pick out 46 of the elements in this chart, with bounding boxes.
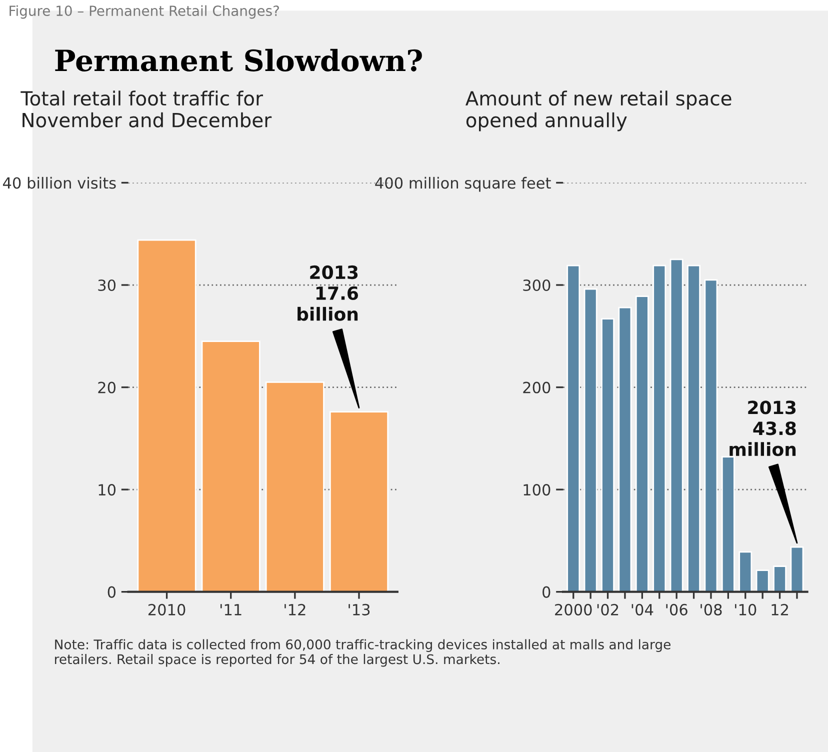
x-tick-label: 2000: [555, 604, 592, 616]
y-tick-label: 30: [98, 279, 116, 292]
y-tick-label: 0: [108, 586, 116, 598]
x-tick-label: 2010: [148, 604, 186, 616]
chart-title: Total retail foot traffic for November and December: [20, 90, 272, 128]
annotation: 2013 43.8 million: [730, 400, 796, 456]
bar: [618, 306, 632, 592]
y-tick-label: 300: [523, 279, 550, 292]
y-tick-label: 40 billion visits: [2, 176, 116, 189]
x-tick-label: '06: [666, 604, 688, 616]
y-tick-label: 400 million square feet: [375, 176, 551, 192]
y-tick-label: 200: [523, 382, 550, 394]
y-tick-label: 10: [98, 484, 116, 496]
y-tick-label: 0: [542, 586, 550, 598]
text: Permanent Slowdown?: [55, 48, 422, 72]
bar: [738, 551, 752, 592]
text: Note: Traffic data is collected from 60,000 traffic-tracking devices installed at malls and large retailers. Retail space is reported for 54 of the largest U.S. markets.: [55, 639, 670, 667]
annotation: 2013 17.6 billion: [298, 265, 358, 321]
bar: [601, 318, 614, 592]
bar: [265, 381, 324, 592]
bar: [584, 288, 598, 592]
x-tick-label: '11: [220, 604, 242, 616]
bar: [773, 566, 786, 592]
bar: [329, 411, 389, 592]
caption: Figure 10 – Permanent Retail Changes?: [10, 5, 279, 19]
bar: [687, 264, 700, 592]
x-tick-label: '02: [597, 604, 618, 616]
bar: [790, 546, 804, 592]
x-tick-label: '13: [348, 604, 370, 616]
bar: [704, 279, 718, 592]
bar: [635, 296, 649, 592]
chart-title: Amount of new retail space opened annually: [465, 90, 732, 132]
x-tick-label: '08: [700, 604, 722, 616]
bar: [756, 570, 770, 592]
bar: [721, 456, 735, 592]
x-tick-label: 12: [772, 604, 788, 616]
y-tick-label: 100: [524, 484, 550, 496]
x-tick-label: '04: [632, 604, 654, 616]
bar: [670, 258, 684, 592]
x-tick-label: '10: [735, 604, 756, 616]
bar: [201, 340, 260, 592]
x-tick-label: '12: [284, 604, 306, 616]
bar: [652, 264, 666, 592]
y-tick-label: 20: [98, 382, 116, 394]
bar: [566, 264, 580, 592]
bar: [137, 239, 196, 592]
